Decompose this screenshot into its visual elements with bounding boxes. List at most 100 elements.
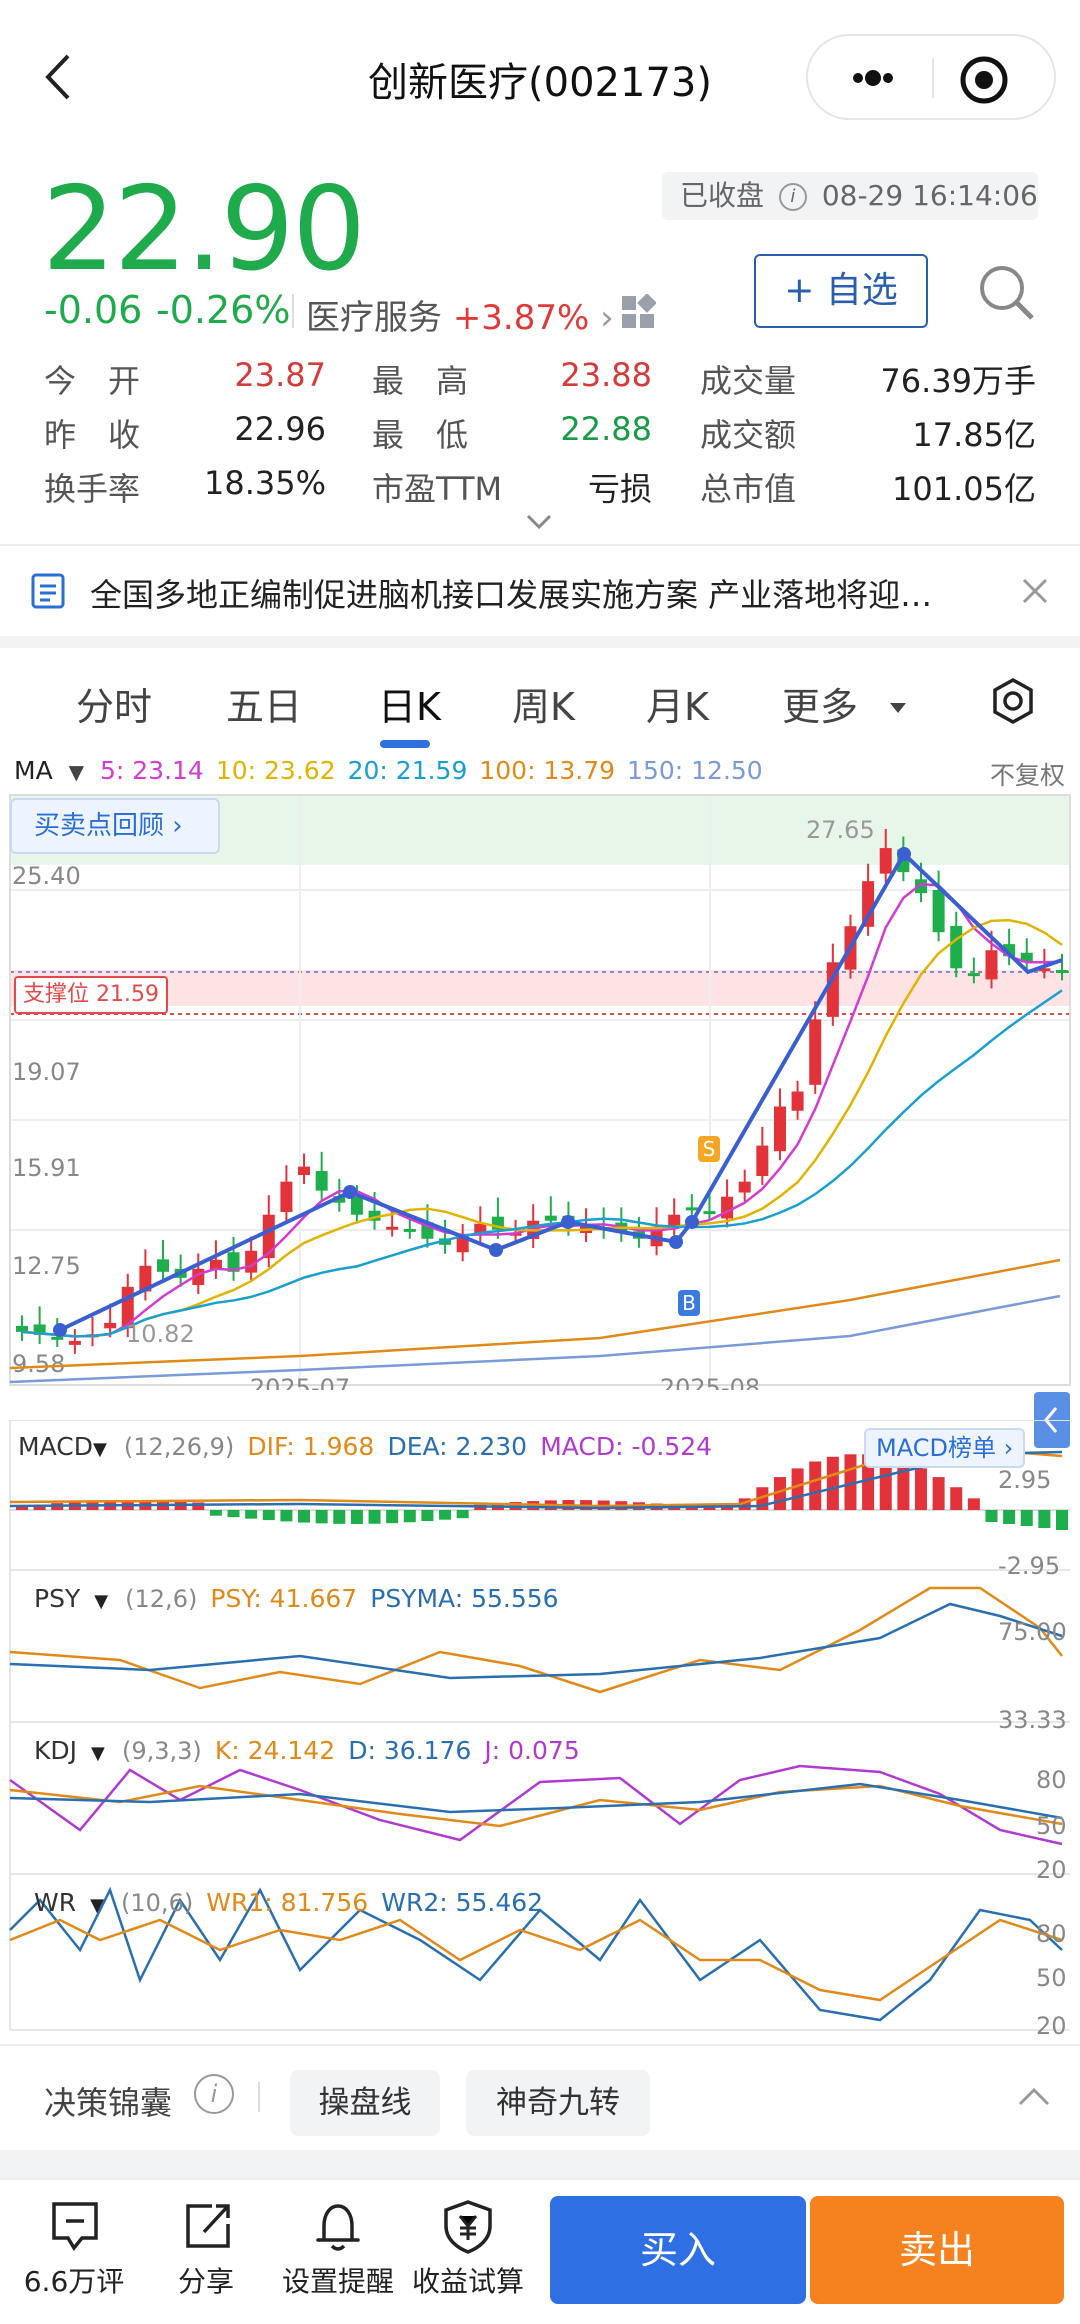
candle-body <box>773 1106 786 1152</box>
wr-header[interactable]: WR ▼ (10,6) WR1: 81.756 WR2: 55.462 <box>34 1888 543 1917</box>
macd-bar <box>791 1468 804 1510</box>
candle-body <box>139 1265 152 1292</box>
tool-button-caopanxian[interactable]: 操盘线 <box>290 2070 440 2136</box>
tab-4[interactable]: 月K <box>646 685 709 729</box>
ma-key: 100: <box>479 756 536 785</box>
macd-dea: DEA: 2.230 <box>387 1432 528 1461</box>
tool-button-shenqijiuzhuan[interactable]: 神奇九转 <box>466 2070 650 2136</box>
close-miniprogram-button[interactable] <box>958 54 1010 106</box>
psy-label: PSY <box>34 1584 81 1613</box>
ma-legend[interactable]: MA ▼ 5: 23.14 10: 23.62 20: 21.59 100: 13.7… <box>14 756 775 785</box>
macd-header[interactable]: MACD▼ (12,26,9) DIF: 1.968 DEA: 2.230 MA… <box>18 1432 712 1461</box>
buy-marker <box>678 1290 700 1316</box>
sell-button[interactable]: 卖出 <box>810 2196 1064 2304</box>
back-button[interactable] <box>38 52 78 102</box>
trend-point <box>53 1323 67 1337</box>
macd-bar <box>333 1510 346 1524</box>
close-icon <box>1022 578 1048 604</box>
comments-button[interactable]: 6.6万评 <box>14 2196 134 2300</box>
candle-body <box>280 1181 293 1213</box>
macd-bar <box>685 1506 698 1510</box>
ma-item: 10: 23.62 <box>216 756 336 785</box>
expand-chevron-icon[interactable] <box>524 512 554 532</box>
buy-button[interactable]: 买入 <box>550 2196 806 2304</box>
psy-header[interactable]: PSY ▼ (12,6) PSY: 41.667 PSYMA: 55.556 <box>34 1584 559 1613</box>
macd-rank-button[interactable]: MACD榜单 › <box>864 1428 1026 1468</box>
ma-line <box>21 989 1063 1338</box>
search-button[interactable] <box>976 262 1036 322</box>
macd-bar <box>33 1504 46 1510</box>
candle-body <box>350 1196 363 1215</box>
psyma-value: PSYMA: 55.556 <box>370 1584 559 1613</box>
info-icon[interactable]: i <box>778 183 807 211</box>
wr-tick-20: 20 <box>1036 2012 1067 2040</box>
tab-5[interactable]: 更多 <box>782 685 859 729</box>
macd-bar <box>280 1510 293 1522</box>
profit-calc-button[interactable]: 收益试算 <box>408 2196 528 2300</box>
collapse-tools-button[interactable] <box>1016 2084 1052 2108</box>
y-tick-label: 9.58 <box>12 1350 65 1378</box>
stat-label: 最 低 <box>372 416 469 454</box>
chevron-right-icon: › <box>600 298 614 338</box>
macd-bar <box>245 1510 258 1519</box>
candlestick-chart[interactable]: 25.40 19.07 15.91 12.75 9.58 2025-07 2025-08 27… <box>0 790 1080 1390</box>
candle-body <box>104 1322 117 1329</box>
adjust-mode[interactable]: 不复权 <box>990 761 1066 790</box>
macd-bar <box>421 1510 434 1522</box>
trend-point <box>685 1215 699 1229</box>
indicator-panels[interactable] <box>0 1420 1080 2040</box>
sector-grid-icon[interactable] <box>620 293 657 330</box>
review-button[interactable]: 买卖点回顾 › <box>10 798 220 854</box>
macd-bar <box>439 1510 452 1520</box>
ma-val: 23.14 <box>132 756 204 785</box>
caret-down-icon: ▼ <box>91 1743 105 1764</box>
y-tick-label: 19.07 <box>12 1058 81 1086</box>
kdj-k: K: 24.142 <box>214 1736 336 1765</box>
stat-label: 今 开 <box>44 362 141 400</box>
sector-pct: +3.87% <box>452 298 590 338</box>
candle-body <box>985 950 998 980</box>
news-headline[interactable]: 全国多地正编制促进脑机接口发展实施方案 产业落地将迎… <box>90 576 933 614</box>
price-change: -0.06 <box>44 288 143 332</box>
candle-body <box>209 1259 222 1270</box>
chevron-up-icon <box>1018 2087 1050 2106</box>
macd-bar <box>350 1510 363 1524</box>
tab-3[interactable]: 周K <box>512 685 575 729</box>
market-status: 已收盘 i 08-29 16:14:06 <box>662 172 1038 220</box>
kdj-d-line <box>9 1782 1063 1820</box>
candle-body <box>1038 968 1051 972</box>
stat-label: 成交量 <box>700 362 797 400</box>
kdj-tick-80: 80 <box>1036 1766 1067 1794</box>
share-button[interactable]: 分享 <box>146 2196 266 2300</box>
kdj-header[interactable]: KDJ ▼ (9,3,3) K: 24.142 D: 36.176 J: 0.07… <box>34 1736 580 1765</box>
wr2-line <box>9 1918 1063 2002</box>
candle-body <box>368 1210 381 1221</box>
add-watchlist-button[interactable]: + 自选 <box>754 254 928 328</box>
ma-val: 13.79 <box>543 756 616 785</box>
status-datetime: 08-29 16:14:06 <box>821 179 1038 212</box>
info-icon[interactable]: i <box>194 2074 234 2114</box>
kdj-j: J: 0.075 <box>484 1736 580 1765</box>
caret-down-icon: ▼ <box>90 1895 104 1916</box>
tab-2[interactable]: 日K <box>378 685 441 729</box>
close-news-button[interactable] <box>1020 576 1050 606</box>
macd-bar <box>456 1510 469 1519</box>
ma-line <box>9 1294 1061 1384</box>
stat-value: 22.96 <box>234 410 326 448</box>
chart-settings-button[interactable] <box>990 676 1036 726</box>
tab-1[interactable]: 五日 <box>226 685 303 729</box>
candle-body <box>580 1223 593 1234</box>
support-level-label: 支撑位 21.59 <box>14 976 168 1014</box>
tab-0[interactable]: 分时 <box>76 685 153 729</box>
candle-body <box>756 1145 769 1176</box>
psyma-line <box>9 1602 1063 1680</box>
more-button[interactable] <box>838 56 908 100</box>
sector-link[interactable]: 医疗服务 +3.87% › <box>306 290 614 339</box>
set-alert-button[interactable]: 设置提醒 <box>278 2196 398 2300</box>
candle-body <box>544 1215 557 1221</box>
trend-point <box>489 1243 503 1257</box>
wr2-value: WR2: 55.462 <box>381 1888 544 1917</box>
macd-bar <box>897 1461 910 1510</box>
kdj-j-line <box>9 1764 1063 1846</box>
settings-hex-icon <box>993 677 1033 725</box>
